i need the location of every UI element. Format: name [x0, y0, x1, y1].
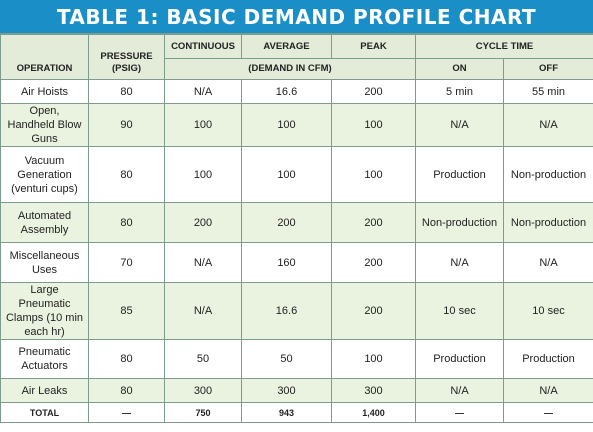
- cell-continuous: N/A: [164, 242, 242, 283]
- header-peak: PEAK: [331, 34, 416, 59]
- cell-operation: Open, Handheld Blow Guns: [0, 103, 89, 147]
- cell-continuous: 50: [164, 339, 242, 379]
- total-on: —: [415, 402, 504, 423]
- cell-continuous: 300: [164, 378, 242, 403]
- cell-average: 100: [241, 146, 332, 203]
- cell-off: N/A: [503, 378, 593, 403]
- cell-peak: 100: [331, 146, 416, 203]
- header-demand-unit: (DEMAND IN CFM): [164, 58, 416, 80]
- cell-peak: 200: [331, 242, 416, 283]
- cell-peak: 100: [331, 103, 416, 147]
- total-pressure: —: [88, 402, 165, 423]
- table-row: Miscellaneous Uses 70 N/A 160 200 N/A N/…: [0, 242, 593, 283]
- table-row: Air Hoists 80 N/A 16.6 200 5 min 55 min: [0, 79, 593, 104]
- cell-pressure: 70: [88, 242, 165, 283]
- table-row: Pneumatic Actuators 80 50 50 100 Product…: [0, 339, 593, 379]
- cell-off: Non-production: [503, 146, 593, 203]
- cell-peak: 200: [331, 79, 416, 104]
- cell-operation: Vacuum Generation (venturi cups): [0, 146, 89, 203]
- cell-on: N/A: [415, 242, 504, 283]
- total-label: TOTAL: [0, 402, 89, 423]
- cell-average: 50: [241, 339, 332, 379]
- table-row: Vacuum Generation (venturi cups) 80 100 …: [0, 146, 593, 203]
- cell-continuous: N/A: [164, 79, 242, 104]
- total-average: 943: [241, 402, 332, 423]
- cell-off: N/A: [503, 103, 593, 147]
- total-peak: 1,400: [331, 402, 416, 423]
- cell-operation: Pneumatic Actuators: [0, 339, 89, 379]
- total-off: —: [503, 402, 593, 423]
- cell-off: N/A: [503, 242, 593, 283]
- cell-peak: 300: [331, 378, 416, 403]
- cell-continuous: 100: [164, 103, 242, 147]
- demand-profile-table: OPERATION PRESSURE (PSIG) CONTINUOUS AVER…: [0, 34, 593, 423]
- cell-average: 16.6: [241, 282, 332, 340]
- header-row-top: OPERATION PRESSURE (PSIG) CONTINUOUS AVER…: [0, 34, 593, 80]
- cell-on: Production: [415, 146, 504, 203]
- cell-average: 200: [241, 202, 332, 243]
- cell-off: Production: [503, 339, 593, 379]
- cell-average: 16.6: [241, 79, 332, 104]
- cell-average: 300: [241, 378, 332, 403]
- total-continuous: 750: [164, 402, 242, 423]
- cell-off: 55 min: [503, 79, 593, 104]
- cell-pressure: 90: [88, 103, 165, 147]
- cell-operation: Automated Assembly: [0, 202, 89, 243]
- cell-pressure: 80: [88, 378, 165, 403]
- table-row: Large Pneumatic Clamps (10 min each hr) …: [0, 282, 593, 340]
- header-pressure: PRESSURE (PSIG): [88, 34, 165, 80]
- header-operation: OPERATION: [0, 34, 89, 80]
- cell-peak: 200: [331, 282, 416, 340]
- header-off: OFF: [503, 58, 593, 80]
- cell-continuous: N/A: [164, 282, 242, 340]
- cell-pressure: 80: [88, 79, 165, 104]
- cell-pressure: 85: [88, 282, 165, 340]
- cell-on: 5 min: [415, 79, 504, 104]
- header-average: AVERAGE: [241, 34, 332, 59]
- header-continuous: CONTINUOUS: [164, 34, 242, 59]
- cell-peak: 200: [331, 202, 416, 243]
- table-row: Air Leaks 80 300 300 300 N/A N/A: [0, 378, 593, 403]
- cell-operation: Air Leaks: [0, 378, 89, 403]
- cell-average: 100: [241, 103, 332, 147]
- cell-off: 10 sec: [503, 282, 593, 340]
- cell-pressure: 80: [88, 202, 165, 243]
- header-cycle-time: CYCLE TIME: [415, 34, 593, 59]
- cell-operation: Miscellaneous Uses: [0, 242, 89, 283]
- cell-on: 10 sec: [415, 282, 504, 340]
- cell-on: N/A: [415, 103, 504, 147]
- table-row: Open, Handheld Blow Guns 90 100 100 100 …: [0, 103, 593, 147]
- cell-off: Non-production: [503, 202, 593, 243]
- table-row: Automated Assembly 80 200 200 200 Non-pr…: [0, 202, 593, 243]
- cell-continuous: 200: [164, 202, 242, 243]
- header-on: ON: [415, 58, 504, 80]
- cell-on: Production: [415, 339, 504, 379]
- cell-on: Non-production: [415, 202, 504, 243]
- total-row: TOTAL — 750 943 1,400 — —: [0, 402, 593, 423]
- cell-on: N/A: [415, 378, 504, 403]
- cell-operation: Air Hoists: [0, 79, 89, 104]
- table-title: TABLE 1: BASIC DEMAND PROFILE CHART: [0, 0, 593, 34]
- cell-pressure: 80: [88, 339, 165, 379]
- cell-average: 160: [241, 242, 332, 283]
- cell-pressure: 80: [88, 146, 165, 203]
- cell-continuous: 100: [164, 146, 242, 203]
- cell-peak: 100: [331, 339, 416, 379]
- cell-operation: Large Pneumatic Clamps (10 min each hr): [0, 282, 89, 340]
